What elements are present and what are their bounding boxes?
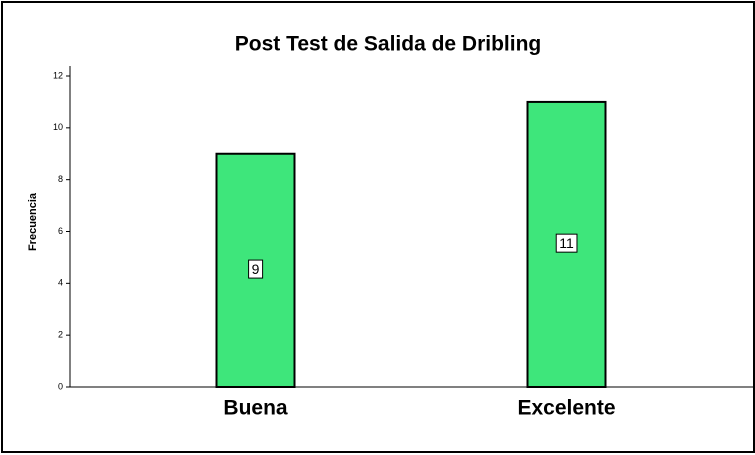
y-tick-label: 6: [58, 226, 63, 236]
x-tick-label: Buena: [223, 397, 288, 420]
data-label-box: [555, 233, 578, 253]
data-label: 11: [559, 235, 574, 251]
chart-title: Post Test de Salida de Dribling: [235, 33, 542, 56]
y-tick-label: 0: [58, 381, 63, 391]
y-tick-label: 12: [53, 70, 63, 80]
x-tick-label: Excelente: [517, 397, 615, 420]
data-label-box: [248, 259, 264, 279]
y-tick-label: 2: [58, 330, 63, 340]
y-tick-label: 8: [58, 174, 63, 184]
bar: [215, 152, 296, 388]
y-axis-label: Frecuencia: [27, 192, 39, 251]
y-tick-label: 10: [53, 122, 63, 132]
y-tick-label: 4: [58, 278, 63, 288]
data-label: 9: [252, 261, 260, 277]
